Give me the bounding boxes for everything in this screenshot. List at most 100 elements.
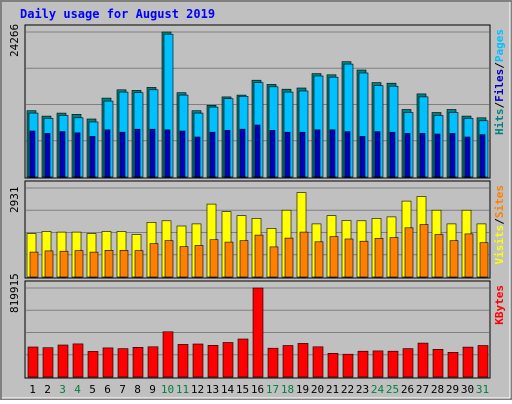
- side-label-part: Files: [493, 69, 506, 102]
- bar-sites-day-19: [299, 231, 309, 278]
- side-label-part: /: [493, 102, 506, 109]
- bar-kbytes-day-23: [357, 350, 369, 378]
- day-label: 4: [74, 383, 81, 396]
- bar-sites-day-6: [104, 250, 114, 278]
- bar-sites-day-23: [359, 240, 369, 278]
- bar-kbytes-day-3: [57, 344, 69, 378]
- bar-kbytes-day-17: [267, 347, 279, 378]
- day-label: 24: [371, 383, 385, 396]
- bar-sites-day-14: [224, 241, 234, 278]
- panel-visits_sites: 2931 Visits/Sites: [8, 180, 506, 279]
- chart-title: Daily usage for August 2019: [20, 7, 215, 21]
- bar-pages-day-27: [419, 133, 426, 178]
- bar-kbytes-day-6: [102, 347, 114, 378]
- bar-pages-day-4: [74, 132, 81, 178]
- bar-pages-day-5: [89, 136, 96, 178]
- bar-sites-day-27: [419, 224, 429, 278]
- bar-pages-day-26: [404, 133, 411, 178]
- bar-pages-day-19: [299, 131, 306, 178]
- bar-pages-day-15: [239, 128, 246, 178]
- bar-kbytes-day-19: [297, 343, 309, 378]
- bar-kbytes-day-22: [342, 353, 354, 378]
- chart-panels: 24266Hits/Files/Pages2931Visits/Sites819…: [8, 24, 506, 379]
- bar-pages-day-31: [479, 134, 486, 178]
- bar-kbytes-day-8: [132, 346, 144, 378]
- bar-sites-day-21: [329, 236, 339, 278]
- bar-pages-day-17: [269, 130, 276, 178]
- bar-kbytes-day-7: [117, 348, 129, 378]
- bar-sites-day-25: [389, 237, 399, 278]
- day-label: 11: [176, 383, 189, 396]
- day-label: 3: [59, 383, 66, 396]
- side-label-part: Visits: [493, 225, 506, 265]
- bar-pages-day-8: [134, 128, 141, 178]
- bar-pages-day-18: [284, 131, 291, 178]
- bar-pages-day-28: [434, 133, 441, 178]
- bar-kbytes-day-15: [237, 338, 249, 378]
- bar-pages-day-22: [344, 131, 351, 178]
- ymax-label: 819915: [8, 273, 21, 313]
- day-label: 18: [281, 383, 294, 396]
- bar-kbytes-day-24: [372, 350, 384, 378]
- bar-kbytes-day-11: [177, 344, 189, 378]
- day-label: 5: [89, 383, 96, 396]
- day-label: 7: [119, 383, 126, 396]
- bar-kbytes-day-21: [327, 352, 339, 378]
- bar-pages-day-10: [164, 129, 171, 178]
- panel-kbytes: 819915 KBytes: [8, 273, 506, 379]
- day-label: 31: [476, 383, 489, 396]
- day-label: 10: [161, 383, 174, 396]
- bar-pages-day-1: [29, 130, 36, 178]
- day-label: 20: [311, 383, 324, 396]
- bar-sites-day-16: [254, 234, 264, 278]
- bar-kbytes-day-18: [282, 345, 294, 378]
- bar-pages-day-25: [389, 131, 396, 178]
- bar-kbytes-day-14: [222, 342, 234, 378]
- day-label: 30: [461, 383, 474, 396]
- bar-pages-day-14: [224, 130, 231, 178]
- bar-sites-day-31: [479, 242, 489, 278]
- bar-kbytes-day-25: [387, 350, 399, 378]
- bar-pages-day-11: [179, 130, 186, 178]
- bar-kbytes-day-2: [42, 347, 54, 378]
- bar-sites-day-12: [194, 245, 204, 278]
- bar-sites-day-3: [59, 250, 69, 278]
- bar-pages-day-30: [464, 136, 471, 178]
- bar-kbytes-day-31: [477, 345, 489, 378]
- bar-sites-day-29: [449, 240, 459, 278]
- bar-pages-day-12: [194, 136, 201, 178]
- bar-sites-day-15: [239, 240, 249, 278]
- side-label: KBytes: [493, 285, 506, 325]
- bar-kbytes-day-10: [162, 331, 174, 378]
- ymax-label: 2931: [8, 187, 21, 214]
- bar-sites-day-17: [269, 246, 279, 278]
- bar-kbytes-day-29: [447, 351, 459, 378]
- bar-sites-day-13: [209, 239, 219, 278]
- bar-kbytes-day-30: [462, 346, 474, 378]
- bar-pages-day-13: [209, 131, 216, 178]
- bar-sites-day-20: [314, 241, 324, 278]
- bar-sites-day-1: [29, 251, 39, 278]
- bar-kbytes-day-1: [27, 346, 39, 378]
- day-label: 13: [206, 383, 219, 396]
- side-label: Visits/Sites: [493, 185, 506, 265]
- day-label: 28: [431, 383, 444, 396]
- side-label-part: /: [493, 218, 506, 225]
- day-label: 17: [266, 383, 279, 396]
- day-label: 16: [251, 383, 264, 396]
- bar-pages-day-7: [119, 131, 126, 178]
- day-label: 25: [386, 383, 399, 396]
- side-label-part: Pages: [493, 29, 506, 62]
- bar-pages-day-3: [59, 131, 66, 178]
- bar-sites-day-9: [149, 243, 159, 278]
- day-label: 29: [446, 383, 459, 396]
- bar-pages-day-21: [329, 129, 336, 178]
- bar-kbytes-day-28: [432, 348, 444, 378]
- day-label: 21: [326, 383, 339, 396]
- side-label-part: KBytes: [493, 285, 506, 325]
- day-label: 9: [149, 383, 156, 396]
